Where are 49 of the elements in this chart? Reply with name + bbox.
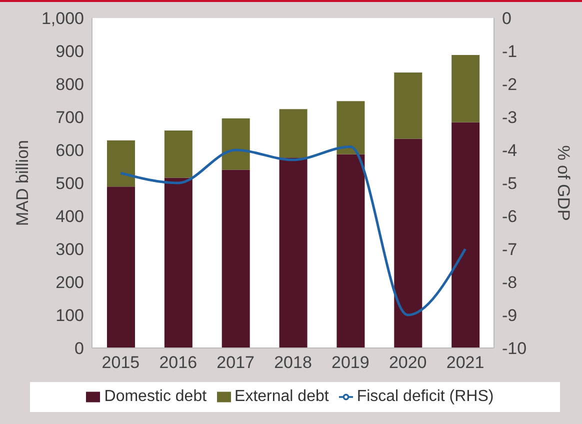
y2-tick-label: -3 — [502, 108, 518, 128]
bar — [222, 118, 250, 170]
y2-tick-label: -6 — [502, 207, 518, 226]
bar — [336, 154, 365, 348]
y-tick-label: 1,000 — [41, 9, 84, 28]
y-tick-label: 0 — [74, 339, 84, 358]
y-tick-label: 200 — [56, 273, 84, 292]
line-series — [119, 145, 467, 316]
y2-tick-label: -7 — [502, 240, 518, 260]
bar — [279, 109, 308, 158]
y2-tick-label: -5 — [502, 174, 518, 194]
legend-label: External debt — [234, 388, 329, 405]
y2-tick-label: -2 — [502, 75, 518, 94]
y2-tick-label: -1 — [502, 42, 518, 62]
y-tick-label: 800 — [56, 75, 84, 94]
x-tick-label: 2019 — [332, 353, 370, 372]
bar — [222, 170, 250, 348]
x-tick-label: 2021 — [446, 353, 484, 372]
bar — [107, 140, 135, 187]
y-tick-label: 400 — [56, 207, 84, 226]
y2-axis-title: % of GDP — [554, 145, 573, 221]
x-tick-label: 2016 — [159, 353, 198, 372]
y-tick-label: 600 — [56, 141, 84, 160]
y2-tick-label: 0 — [502, 9, 512, 28]
x-tick-label: 2020 — [388, 353, 427, 372]
y2-tick-label: -9 — [502, 306, 518, 326]
y-tick-label: 900 — [56, 42, 84, 62]
y2-tick-label: -10 — [502, 339, 527, 358]
bar — [107, 186, 135, 348]
bar — [394, 72, 422, 139]
bar — [164, 178, 192, 348]
y-axis-title: MAD billion — [13, 140, 32, 226]
y2-tick-label: -4 — [502, 141, 518, 160]
x-tick-label: 2015 — [102, 353, 140, 372]
bar — [336, 101, 365, 154]
x-tick-label: 2017 — [216, 353, 254, 372]
bar — [452, 54, 480, 122]
y-tick-label: 500 — [56, 174, 84, 194]
y2-tick-label: -8 — [502, 273, 518, 292]
bar — [279, 158, 308, 348]
bar — [452, 122, 480, 348]
y-tick-label: 100 — [56, 306, 84, 326]
bar — [164, 130, 192, 178]
y-tick-label: 300 — [56, 240, 84, 260]
legend-label: Fiscal deficit (RHS) — [356, 388, 494, 405]
x-tick-label: 2018 — [274, 353, 312, 372]
legend-label: Domestic debt — [104, 388, 207, 405]
y-tick-label: 700 — [56, 108, 84, 128]
bar — [394, 138, 422, 348]
